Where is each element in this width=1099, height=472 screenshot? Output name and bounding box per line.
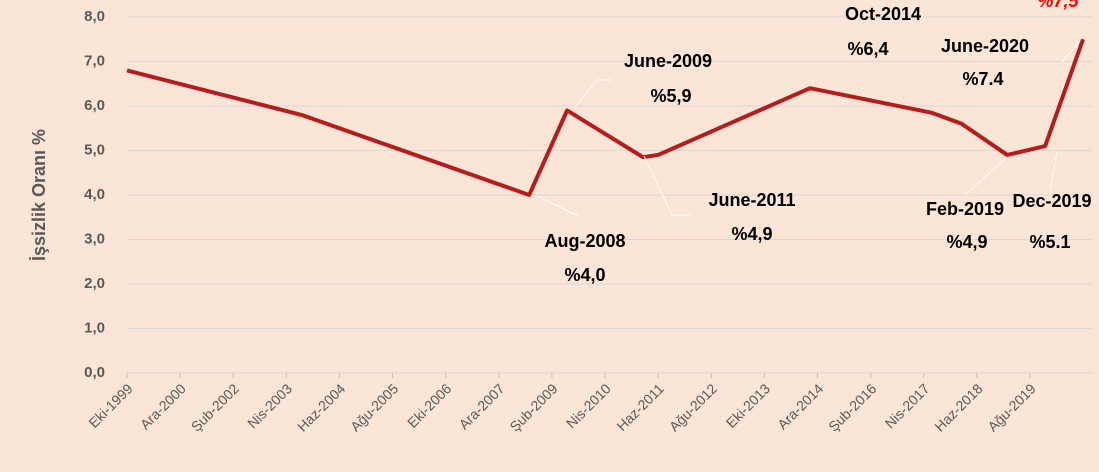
annotation-value: %4,9 [731,224,772,244]
data-line [126,38,1085,197]
annotation-value: %7,5 [1037,0,1079,11]
leader-line [643,155,690,216]
y-tick-label: 7,0 [84,52,105,69]
y-tick-label: 6,0 [84,97,105,114]
leader-line [574,79,612,108]
leader-line [1049,151,1058,191]
y-tick-label: 0,0 [84,364,105,381]
annotation-title: Dec-2019 [1012,191,1091,211]
annotation-title: Aug-2008 [544,231,625,251]
annotation-value: %4,9 [946,232,987,252]
annotation-title: Feb-2019 [926,199,1004,219]
y-tick-label: 2,0 [84,275,105,292]
y-tick-label: 1,0 [84,319,105,336]
annotation-title: Oct-2014 [845,4,921,24]
annotation-value: %5,9 [650,86,691,106]
y-tick-label: 4,0 [84,186,105,203]
annotation-value: %4,0 [564,265,605,285]
y-tick-label: 8,0 [84,8,105,25]
leader-line [964,156,1008,196]
y-tick-label: 3,0 [84,230,105,247]
leader-line [1061,39,1081,63]
leader-line [536,195,579,217]
y-tick-label: 5,0 [84,141,105,158]
annotation-title: June-2009 [624,51,712,71]
annotation-value: %6,4 [847,39,888,59]
annotation-value: %5.1 [1029,232,1070,252]
annotation-value: %7.4 [962,69,1003,89]
y-axis-title: İşsizlik Oranı % [29,129,49,261]
annotation-title: June-2020 [941,36,1029,56]
annotation-title: June-2011 [708,190,795,210]
